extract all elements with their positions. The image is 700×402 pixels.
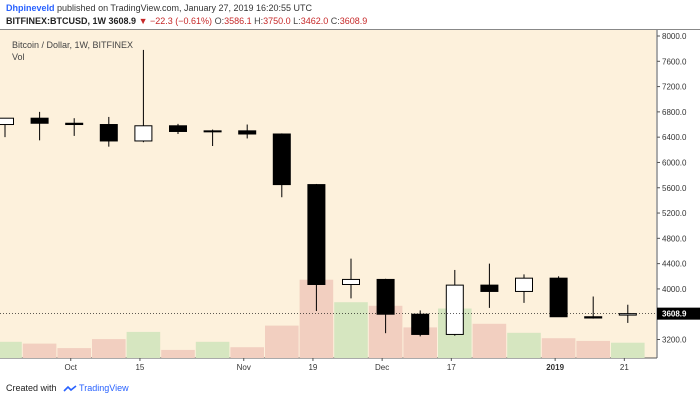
last-price: 3608.9 [108,16,137,26]
x-tick-label: 19 [308,363,317,372]
footer: Created with TradingView [6,382,129,395]
symbol-info: BITFINEX:BTCUSD, 1W 3608.9 ▼ −22.3 (−0.6… [6,15,367,28]
y-tick-label: 5600.0 [662,184,687,193]
author-link[interactable]: Dhpineveld [6,3,55,13]
tradingview-brand-link[interactable]: TradingView [79,383,129,393]
y-tick-label: 3200.0 [662,336,687,345]
high-label: H: [254,16,264,26]
volume-bar [57,348,91,358]
candle-body [169,125,187,132]
current-price-label: 3608.9 [662,310,687,319]
tradingview-logo-icon [63,385,77,392]
volume-bar [0,341,22,358]
candle-body [30,117,49,124]
chart-legend-title: Bitcoin / Dollar, 1W, BITFINEX [12,40,134,50]
volume-bar [611,342,645,358]
y-tick-label: 4000.0 [662,285,687,294]
candle-body [549,277,568,318]
candle-body [203,130,222,133]
price-change: −22.3 (−0.61%) [150,16,213,26]
candle-body [376,278,395,315]
change-down-icon: ▼ [138,16,148,26]
open-label: O: [214,16,225,26]
candle-body [342,278,360,285]
price-axis-area [657,29,700,358]
low-value: 3462.0 [300,16,329,26]
x-tick-label: Dec [375,363,389,372]
candle-body [99,124,118,142]
volume-bar [230,347,264,358]
volume-bar [472,323,507,358]
open-value: 3586.1 [224,16,252,26]
y-tick-label: 4800.0 [662,234,687,243]
candle-body [134,125,153,142]
candle-body [411,313,430,335]
y-tick-label: 5200.0 [662,209,687,218]
x-tick-label: 21 [620,363,629,372]
candle-body [480,284,499,292]
volume-bar [161,349,195,358]
y-tick-label: 6800.0 [662,108,687,117]
y-tick-label: 7200.0 [662,83,687,92]
volume-bar [334,302,368,358]
volume-bar [541,338,576,358]
candle-body [584,316,603,319]
volume-legend: Vol [12,52,25,62]
symbol-label: BITFINEX:BTCUSD, 1W [6,16,106,26]
y-tick-label: 6000.0 [662,158,687,167]
candle-body [65,122,84,126]
candle-body [307,184,326,285]
y-tick-label: 8000.0 [662,32,687,41]
current-price-tag [657,307,700,320]
candle-body [0,117,14,126]
volume-bar [126,331,161,358]
candle-body [445,284,464,335]
volume-bar [576,340,610,358]
volume-bar [22,343,57,358]
low-label: L: [293,16,301,26]
candle-body [272,133,291,186]
x-tick-label: 2019 [546,363,564,372]
y-tick-label: 4400.0 [662,260,687,269]
volume-bar [507,332,541,358]
candle-body [238,130,257,135]
volume-bar [265,325,299,358]
x-tick-label: 15 [135,363,144,372]
publish-info: Dhpineveld published on TradingView.com,… [6,2,312,15]
y-tick-label: 7600.0 [662,57,687,66]
published-text: published on TradingView.com, January 27… [57,3,313,13]
volume-bar [92,339,126,358]
x-tick-label: 17 [447,363,456,372]
close-value: 3608.9 [339,16,368,26]
candle-body [515,277,533,292]
volume-bar [195,341,230,358]
close-label: C: [330,16,340,26]
x-tick-label: Nov [237,363,251,372]
high-value: 3750.0 [263,16,291,26]
created-with-text: Created with [6,383,57,393]
x-tick-label: Oct [65,363,78,372]
y-tick-label: 6400.0 [662,133,687,142]
